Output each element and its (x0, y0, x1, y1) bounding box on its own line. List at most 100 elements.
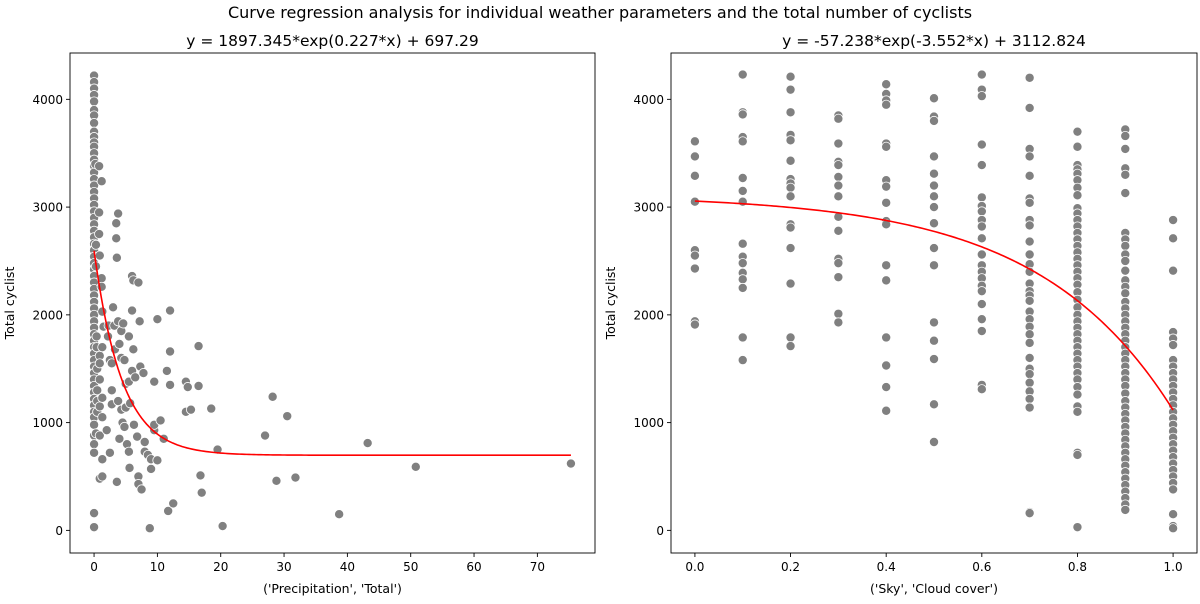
data-point (833, 225, 844, 236)
data-point (1024, 337, 1035, 348)
data-point (89, 508, 100, 519)
data-point (1024, 295, 1035, 306)
data-point (881, 181, 892, 192)
data-point (113, 396, 124, 407)
data-point (1120, 143, 1131, 154)
data-point (976, 314, 987, 325)
data-point (929, 317, 940, 328)
data-point (1168, 215, 1179, 226)
data-point (104, 447, 115, 458)
data-point (737, 196, 748, 207)
data-point (881, 260, 892, 271)
data-point (1024, 151, 1035, 162)
data-point (1072, 449, 1083, 460)
data-point (785, 84, 796, 95)
data-point (1072, 522, 1083, 533)
data-point (134, 316, 145, 327)
data-point (96, 176, 107, 187)
data-point (737, 274, 748, 285)
data-point (833, 258, 844, 269)
data-point (97, 412, 108, 423)
data-point (193, 380, 204, 391)
data-point (929, 354, 940, 365)
data-point (89, 447, 100, 458)
data-point (1024, 329, 1035, 340)
data-point (139, 437, 150, 448)
data-point (1168, 523, 1179, 534)
data-point (976, 286, 987, 297)
data-point (155, 415, 166, 426)
fit-curve (93, 250, 571, 457)
data-point (929, 335, 940, 346)
data-point (689, 263, 700, 274)
data-point (785, 71, 796, 82)
data-point (193, 341, 204, 352)
data-point (737, 172, 748, 183)
y-tick-label: 0 (656, 524, 664, 538)
data-point (929, 202, 940, 213)
x-tick-label: 0 (90, 560, 98, 574)
data-point (833, 180, 844, 191)
data-point (128, 419, 139, 430)
data-point (1024, 197, 1035, 208)
data-point (976, 221, 987, 232)
y-tick-label: 3000 (32, 201, 63, 215)
data-point (1120, 240, 1131, 251)
data-point (1024, 369, 1035, 380)
data-point (149, 376, 160, 387)
data-point (1120, 188, 1131, 199)
data-point (97, 392, 108, 403)
data-point (138, 368, 149, 379)
data-point (833, 317, 844, 328)
x-tick-label: 0.2 (781, 560, 800, 574)
x-tick-label: 0.8 (1068, 560, 1087, 574)
chart-panel-2: 0.0 0.2 0.4 0.6 0.8 1.0 0 1000 2000 3000 4000 y = -… (603, 32, 1198, 596)
data-point (881, 405, 892, 416)
data-point (785, 135, 796, 146)
data-point (976, 139, 987, 150)
data-point (124, 462, 135, 473)
data-point (111, 233, 122, 244)
x-tick-label: 0.0 (685, 560, 704, 574)
data-point (195, 470, 206, 481)
data-point (785, 222, 796, 233)
data-point (196, 487, 207, 498)
y-tick-label: 1000 (633, 416, 664, 430)
data-point (1024, 377, 1035, 388)
data-point (94, 358, 105, 369)
data-point (833, 191, 844, 202)
data-point (929, 243, 940, 254)
data-point (118, 318, 129, 329)
x-tick-label: 30 (276, 560, 291, 574)
data-point (94, 374, 105, 385)
data-point (146, 463, 157, 474)
data-point (130, 372, 141, 383)
data-point (929, 437, 940, 448)
x-tick-label: 0.4 (877, 560, 896, 574)
data-point (128, 344, 139, 355)
data-point (132, 431, 143, 442)
y-tick-label: 4000 (32, 93, 63, 107)
data-point (182, 382, 193, 393)
chart-title: y = 1897.345*exp(0.227*x) + 697.29 (186, 32, 478, 50)
data-point (290, 472, 301, 483)
data-point (689, 170, 700, 181)
y-tick-label: 1000 (32, 416, 63, 430)
data-point (165, 305, 176, 316)
data-point (976, 69, 987, 80)
data-point (737, 69, 748, 80)
data-point (833, 171, 844, 182)
data-point (785, 341, 796, 352)
data-point (976, 384, 987, 395)
data-point (833, 160, 844, 171)
x-tick-label: 20 (213, 560, 228, 574)
data-point (1072, 141, 1083, 152)
data-point (119, 421, 130, 432)
data-point (929, 180, 940, 191)
data-point (881, 141, 892, 152)
data-point (689, 151, 700, 162)
data-point (144, 523, 155, 534)
data-point (929, 93, 940, 104)
data-point (1024, 249, 1035, 260)
